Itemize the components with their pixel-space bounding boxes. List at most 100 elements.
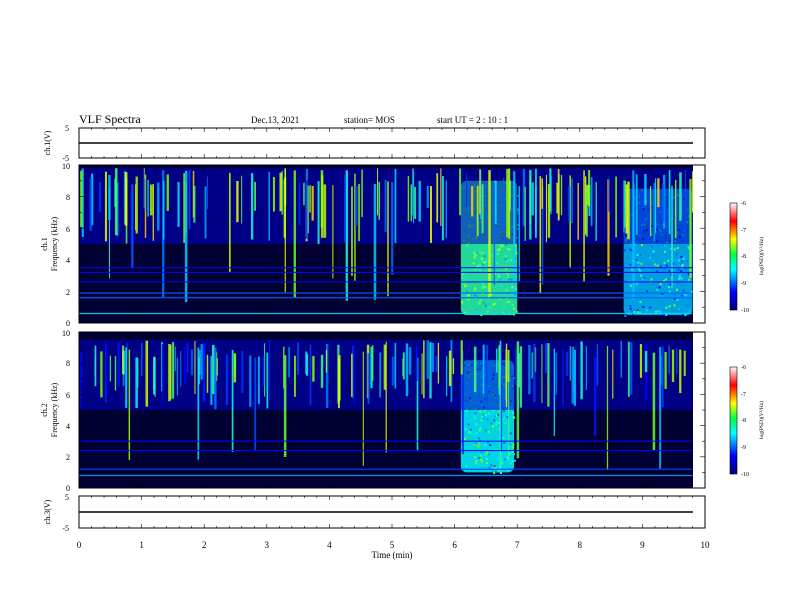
ch2-spectrogram-marks: [79, 339, 693, 477]
ch3-voltage-panel: 5 -5 ch.3(V): [43, 493, 706, 533]
ch1v-ytick-bottom: -5: [62, 154, 69, 163]
sferic-mark: [692, 171, 694, 213]
sferic-mark: [522, 168, 526, 227]
sferic-mark: [254, 357, 257, 452]
ch2-cbar-tick-m6: -6: [741, 365, 746, 371]
broadband-speckle: [472, 262, 475, 265]
sferic-mark: [355, 186, 358, 226]
broadband-speckle: [475, 294, 478, 297]
sferic-mark: [202, 343, 206, 402]
sferic-mark: [553, 348, 556, 436]
broadband-speckle: [499, 297, 502, 300]
broadband-speckle: [675, 253, 678, 256]
broadband-speckle: [481, 416, 484, 419]
broadband-speckle: [478, 251, 481, 254]
broadband-speckle: [623, 249, 626, 252]
sferic-mark: [257, 356, 260, 405]
broadband-speckle: [665, 306, 668, 309]
figure-title: VLF Spectra: [79, 112, 141, 126]
station-label: station= MOS: [344, 115, 395, 125]
broadband-speckle: [629, 305, 632, 308]
sferic-mark: [615, 176, 617, 238]
broadband-speckle: [642, 305, 645, 308]
sferic-mark: [488, 170, 491, 297]
sferic-mark: [206, 354, 209, 393]
broadband-speckle: [473, 251, 476, 254]
broadband-speckle: [467, 294, 470, 297]
sferic-mark: [479, 169, 481, 215]
broadband-speckle: [673, 304, 676, 307]
broadband-speckle: [483, 261, 486, 264]
broadband-speckle: [502, 437, 505, 440]
broadband-speckle: [461, 273, 464, 276]
broadband-speckle: [473, 256, 476, 259]
broadband-speckle: [650, 278, 653, 281]
sferic-mark: [405, 343, 409, 397]
broadband-speckle: [483, 409, 486, 412]
sferic-mark: [661, 346, 664, 407]
xtick-1: 1: [139, 540, 144, 550]
sferic-mark: [452, 358, 455, 374]
broadband-speckle: [687, 273, 690, 276]
broadband-speckle: [493, 467, 496, 470]
broadband-speckle: [663, 261, 666, 264]
broadband-speckle: [633, 260, 636, 263]
broadband-speckle: [623, 313, 626, 316]
sferic-mark: [421, 353, 423, 395]
broadband-speckle: [681, 260, 684, 263]
sferic-mark: [503, 178, 505, 230]
sferic-mark: [147, 179, 149, 217]
sferic-mark: [272, 176, 276, 212]
sferic-mark: [283, 346, 285, 389]
sferic-mark: [533, 343, 536, 403]
sferic-mark: [100, 351, 103, 398]
broadband-speckle: [680, 294, 683, 297]
sferic-mark: [448, 350, 452, 387]
sferic-mark: [284, 168, 286, 293]
sferic-mark: [293, 170, 296, 298]
sferic-mark: [557, 168, 560, 221]
ch1-spectrogram-marks: [79, 168, 694, 317]
sferic-mark: [385, 341, 387, 453]
sferic-mark: [150, 184, 153, 216]
ch2-cbar-label: log(PSD)(V²/Hz): [758, 401, 765, 439]
broadband-speckle: [664, 278, 667, 281]
sferic-mark: [269, 339, 271, 400]
sferic-mark: [483, 344, 486, 384]
sferic-mark: [683, 350, 686, 377]
broadband-speckle: [465, 464, 468, 467]
sferic-mark: [114, 168, 118, 236]
sferic-mark: [482, 344, 485, 394]
sferic-mark: [627, 181, 630, 240]
sferic-mark: [684, 170, 686, 238]
broadband-speckle: [499, 278, 502, 281]
sferic-mark: [547, 184, 551, 238]
broadband-speckle: [688, 278, 691, 281]
broadband-speckle: [682, 289, 685, 292]
sferic-mark: [596, 344, 599, 386]
broadband-speckle: [465, 277, 468, 280]
broadband-speckle: [667, 259, 670, 262]
sferic-mark: [571, 178, 573, 224]
broadband-speckle: [495, 467, 498, 470]
sferic-mark: [122, 350, 125, 375]
sferic-mark: [436, 173, 439, 223]
sferic-mark: [412, 171, 415, 224]
sferic-mark: [414, 186, 417, 219]
sferic-mark: [345, 170, 348, 301]
sferic-mark: [549, 168, 552, 212]
broadband-speckle: [514, 244, 517, 247]
sferic-mark: [98, 182, 102, 213]
broadband-speckle: [508, 443, 511, 446]
broadband-speckle: [508, 278, 511, 281]
broadband-speckle: [485, 462, 488, 465]
sferic-mark: [423, 340, 425, 399]
sferic-mark: [431, 342, 435, 372]
sferic-mark: [508, 168, 511, 239]
broadband-speckle: [493, 472, 496, 475]
sferic-mark: [429, 186, 432, 243]
broadband-speckle: [640, 262, 643, 265]
broadband-speckle: [466, 417, 469, 420]
sferic-mark: [585, 184, 588, 237]
sferic-mark: [593, 357, 597, 437]
